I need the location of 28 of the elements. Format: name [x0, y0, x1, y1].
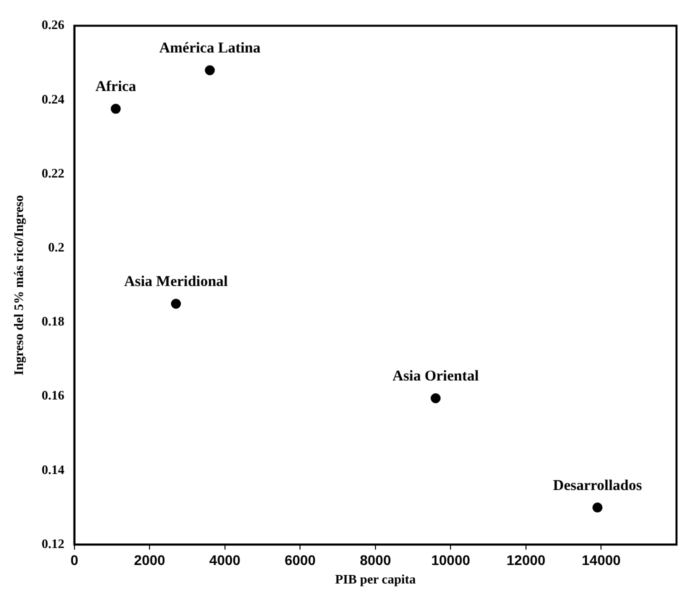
annotation: Desarrollados	[553, 478, 642, 494]
x-axis-title: PIB per capita	[335, 572, 416, 587]
y-tick-label: 0.14	[42, 462, 65, 477]
annotation: América Latina	[159, 40, 261, 57]
point	[430, 393, 441, 404]
y-axis-title: Ingreso del 5% más rico/Ingreso	[11, 195, 26, 376]
x-tick-label: 2000	[134, 552, 166, 568]
x-tick-label: 10000	[431, 552, 470, 568]
x-tick-label: 6000	[284, 552, 316, 568]
y-tick-label: 0.2	[48, 240, 64, 254]
annotation: Africa	[95, 79, 137, 96]
x-tick-label: 4000	[209, 552, 241, 568]
point	[170, 298, 181, 309]
y-tick-label: 0.24	[42, 91, 65, 106]
annotation: Asia Meridional	[124, 274, 228, 290]
point	[592, 502, 602, 513]
y-tick-label: 0.22	[42, 165, 64, 180]
x-tick-label: 12000	[506, 552, 546, 568]
y-tick-label: 0.12	[42, 536, 64, 551]
x-tick-label: 8000	[360, 552, 392, 568]
annotation: Asia Oriental	[392, 368, 479, 385]
y-tick-label: 0.18	[42, 314, 65, 329]
y-tick-label: 0.16	[42, 388, 65, 403]
x-tick-label: 14000	[582, 552, 621, 568]
x-tick-label: 0	[70, 552, 78, 568]
point	[110, 104, 121, 114]
point	[204, 65, 215, 76]
y-tick-label: 0.26	[42, 17, 65, 32]
